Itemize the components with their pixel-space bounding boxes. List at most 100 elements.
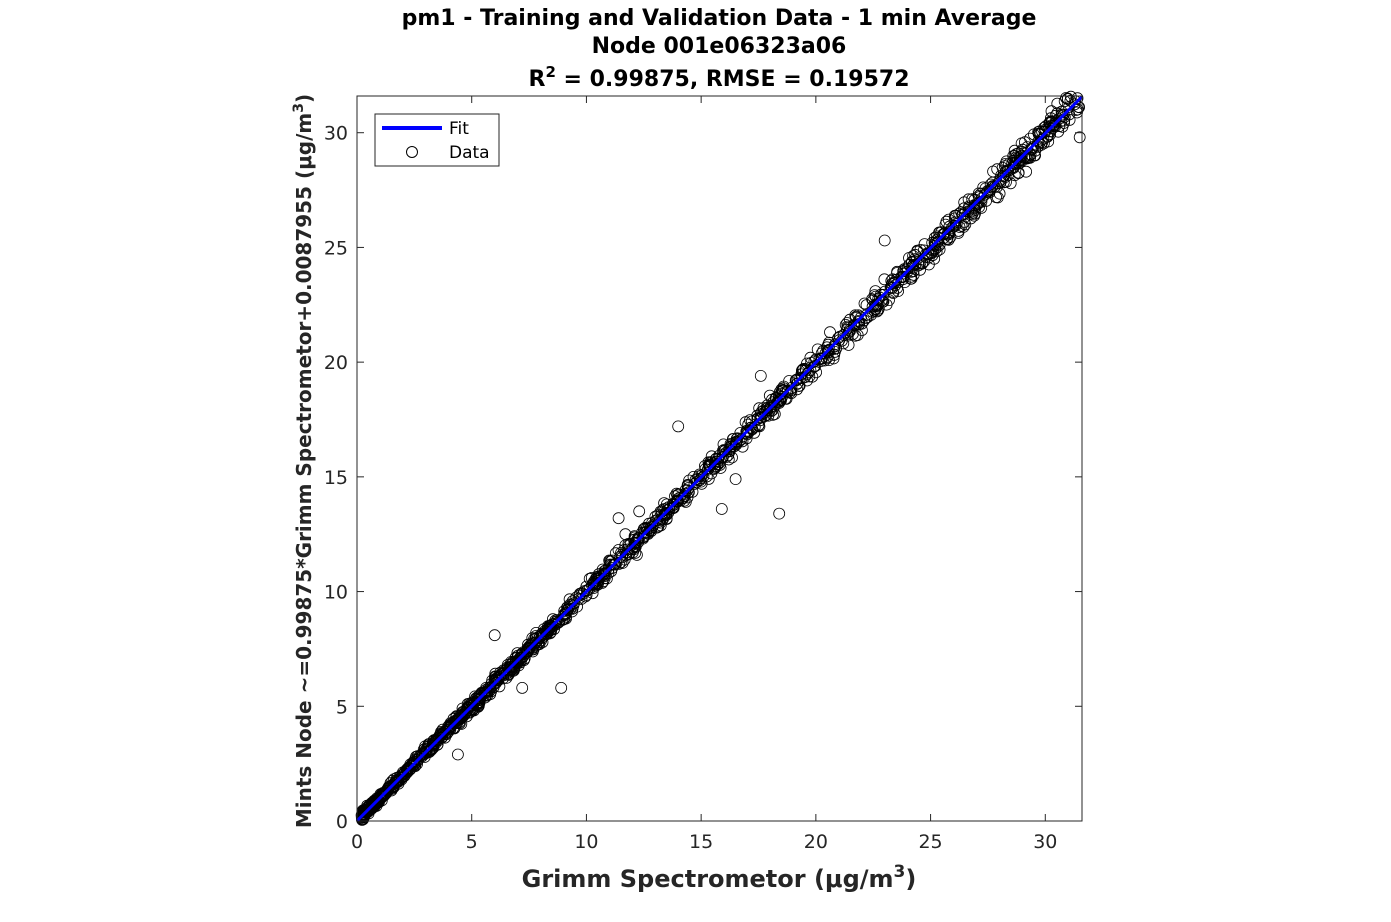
data-point [1012, 166, 1025, 179]
data-point [1061, 93, 1074, 105]
data-point [872, 304, 884, 317]
data-point [883, 294, 895, 307]
data-point [1056, 110, 1069, 122]
data-point [583, 582, 596, 595]
y-axis-label-end: ) [292, 94, 316, 103]
data-point [621, 543, 634, 556]
data-point [513, 652, 526, 665]
data-point [874, 291, 886, 304]
x-tick-label: 5 [466, 831, 478, 853]
data-point [682, 486, 695, 499]
data-point [824, 326, 836, 339]
data-point [679, 495, 692, 508]
data-point [1020, 165, 1032, 178]
data-point [837, 328, 850, 341]
data-point-outlier [1073, 131, 1086, 144]
data-point-outlier [672, 420, 685, 433]
data-point [716, 451, 729, 464]
legend-fit-label: Fit [449, 119, 469, 139]
data-point [930, 245, 943, 258]
data-point [918, 238, 931, 251]
legend-data-marker [406, 146, 418, 158]
data-point-outlier [516, 682, 529, 694]
x-tick-label: 15 [689, 831, 713, 853]
data-point [562, 603, 574, 616]
data-point [378, 786, 391, 799]
data-point [437, 727, 450, 739]
data-point [1008, 144, 1021, 157]
y-axis-label-main: Mints Node ~=0.99875*Grimm Spectrometor+… [292, 113, 316, 828]
data-point [999, 165, 1012, 178]
x-axis-label: Grimm Spectrometor (μg/m3) [522, 862, 917, 893]
data-point [858, 297, 871, 310]
data-point [474, 692, 487, 704]
data-point [1051, 97, 1064, 110]
data-point [806, 370, 819, 383]
x-tick-label: 20 [804, 831, 828, 853]
data-point [981, 185, 994, 198]
data-point-outlier [488, 629, 501, 642]
data-point [871, 305, 883, 318]
data-point [630, 534, 643, 547]
title-r-sup: 2 [545, 63, 555, 81]
data-point [687, 470, 700, 483]
data-point [399, 765, 412, 778]
data-point [946, 221, 958, 234]
data-point [489, 667, 502, 680]
data-point [751, 412, 764, 425]
data-point [371, 795, 384, 808]
data-point [479, 689, 492, 702]
data-point [1014, 154, 1026, 167]
data-point [492, 674, 505, 687]
data-point [939, 218, 952, 231]
y-axis-label-sup: 3 [291, 103, 307, 113]
data-point [841, 317, 854, 329]
data-point [980, 194, 992, 207]
legend: Fit Data [374, 113, 500, 167]
data-point [944, 230, 957, 243]
title-stats: = 0.99875, RMSE = 0.19572 [556, 67, 910, 92]
data-point [1022, 151, 1035, 164]
data-point [958, 211, 971, 224]
data-point-outlier [619, 528, 632, 541]
data-point [552, 616, 565, 629]
data-point [608, 558, 621, 571]
y-tick-label: 30 [324, 123, 348, 145]
x-tick-label: 25 [918, 831, 942, 853]
data-point [426, 737, 439, 750]
data-point [851, 329, 864, 342]
x-axis-label-sup: 3 [894, 862, 906, 882]
data-point [837, 337, 850, 350]
title-line-1: pm1 - Training and Validation Data - 1 m… [402, 6, 1037, 31]
data-point [478, 687, 491, 700]
y-tick-label: 10 [324, 582, 348, 604]
data-point [728, 440, 740, 453]
data-point-outlier [663, 503, 675, 515]
fit-line [355, 95, 1084, 822]
y-axis-ticks: 0 5 10 15 20 25 30 [324, 123, 1082, 833]
data-point [694, 474, 706, 487]
data-points [355, 90, 1086, 826]
data-point [809, 359, 822, 372]
data-point [847, 319, 860, 332]
data-point-outlier [555, 682, 568, 694]
data-point [501, 667, 514, 680]
title-line-2: Node 001e06323a06 [592, 34, 847, 59]
data-point [444, 723, 457, 736]
data-point [886, 282, 898, 295]
x-tick-label: 0 [351, 831, 363, 853]
data-point [406, 757, 419, 770]
y-tick-label: 25 [324, 237, 348, 259]
data-point [1000, 155, 1013, 168]
data-point [610, 557, 623, 570]
data-point [783, 375, 795, 387]
data-point [808, 355, 821, 368]
data-point [795, 368, 808, 381]
chart-title: pm1 - Training and Validation Data - 1 m… [402, 6, 1037, 92]
x-axis-label-main: Grimm Spectrometor (μg/m [522, 865, 894, 893]
data-point-outlier [631, 549, 643, 561]
data-point [887, 287, 900, 300]
data-point [681, 484, 694, 497]
data-point [744, 421, 757, 434]
